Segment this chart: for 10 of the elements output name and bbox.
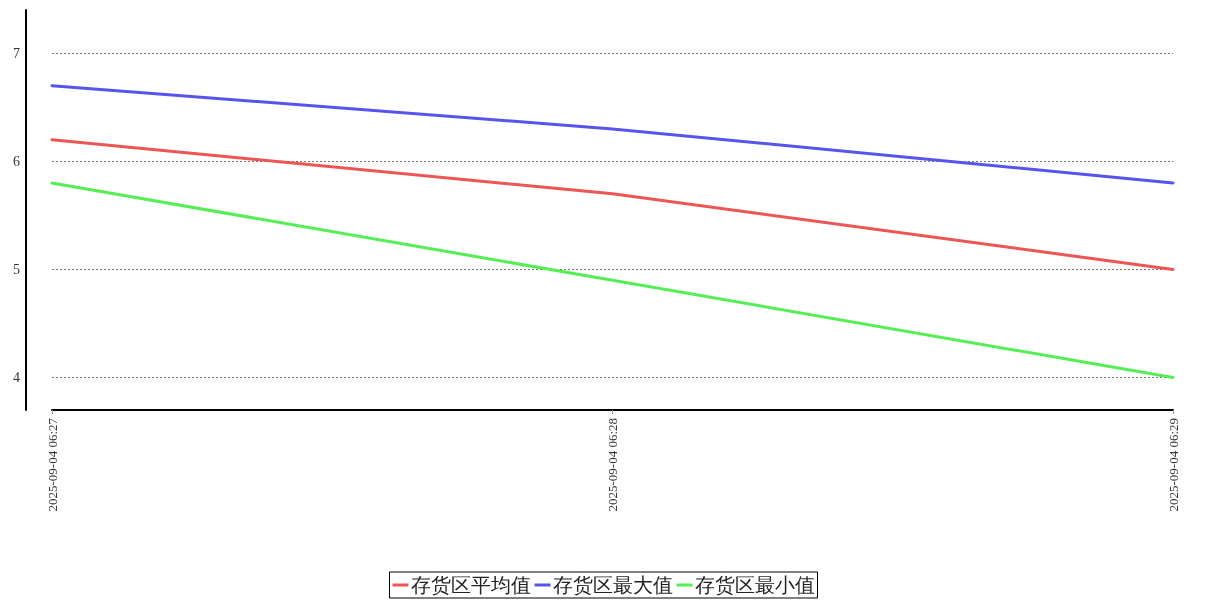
legend-label: 存货区最大值 [552, 574, 673, 596]
legend-label: 存货区平均值 [410, 574, 531, 596]
legend-label: 存货区最小值 [694, 574, 815, 596]
x-tick-label: 2025-09-04 06:29 [1165, 418, 1181, 512]
y-tick-label: 7 [13, 45, 20, 61]
x-tick-label: 2025-09-04 06:27 [44, 417, 60, 512]
y-tick-label: 6 [13, 153, 20, 169]
y-tick-label: 4 [13, 370, 20, 386]
x-tick-label: 2025-09-04 06:28 [605, 418, 620, 512]
y-tick-label: 5 [13, 261, 20, 277]
